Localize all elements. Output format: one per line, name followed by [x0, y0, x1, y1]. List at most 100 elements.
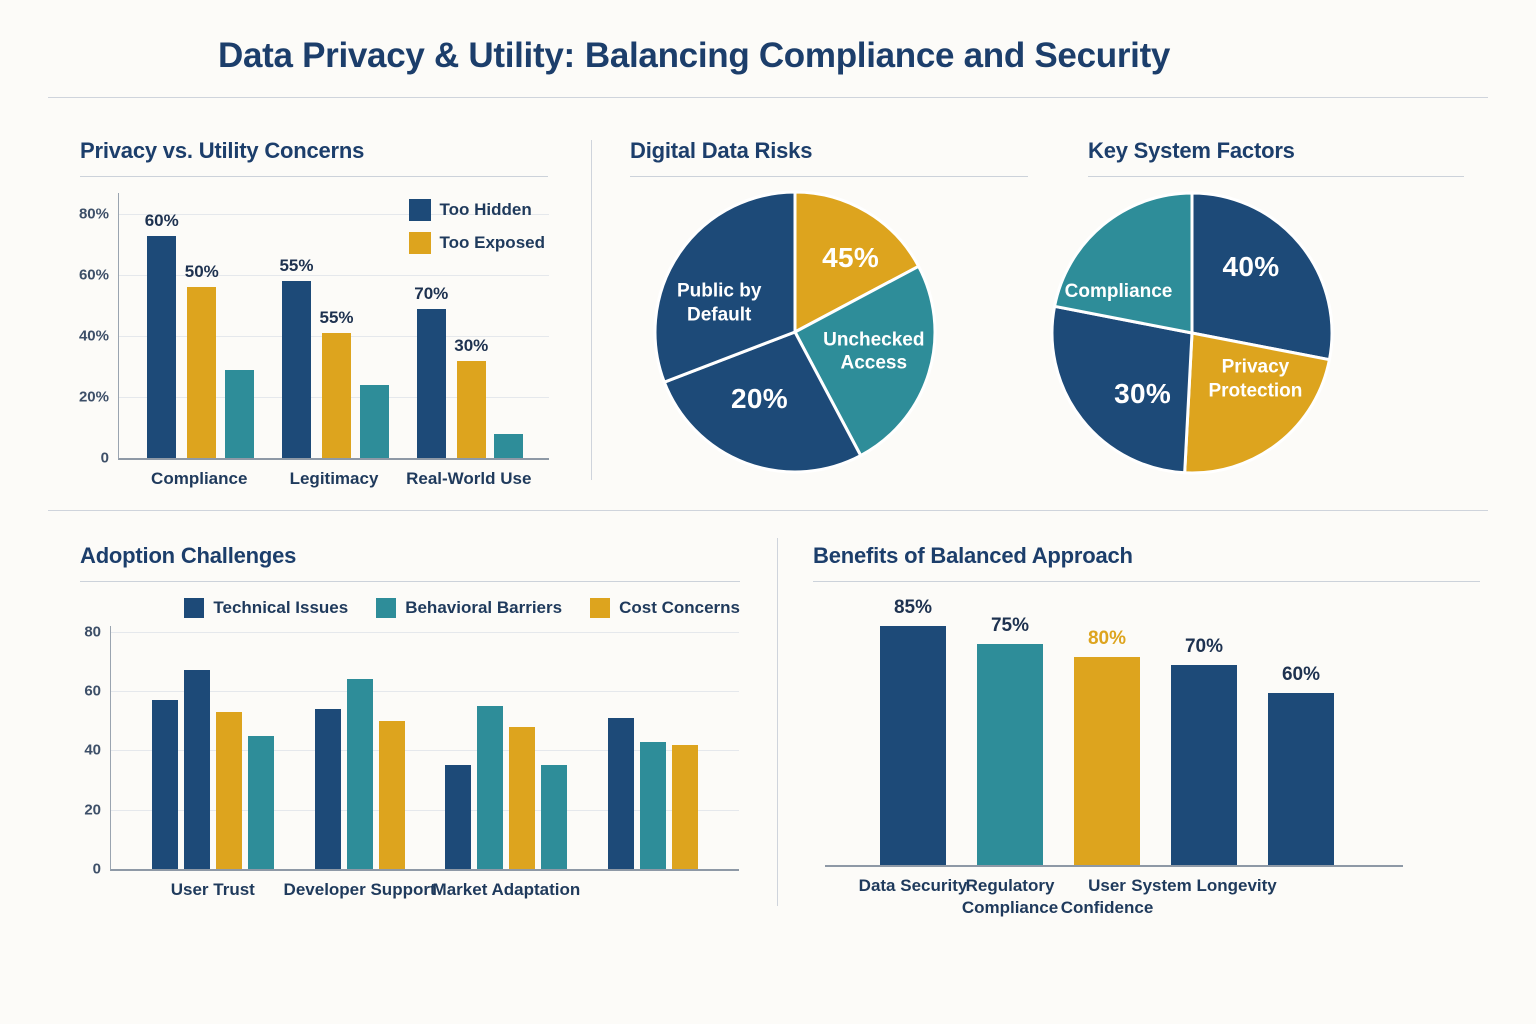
bar-wrap — [215, 626, 242, 869]
bar-group: 70% System Longevity — [1131, 605, 1277, 895]
pie-slice — [1050, 304, 1194, 475]
bar — [378, 720, 405, 869]
gridline — [119, 275, 549, 277]
y-axis: 80% 60% 40% 20% 0 — [78, 193, 118, 467]
bar — [322, 333, 352, 458]
bar-wrap — [509, 626, 536, 869]
middle-divider — [48, 510, 1488, 511]
panel-adoption-challenges: Adoption Challenges Technical Issues Beha… — [80, 543, 740, 899]
category-label-text: User Confidence — [1060, 876, 1154, 918]
category-label: Data Security — [859, 875, 968, 897]
bar-wrap — [541, 626, 568, 869]
bar-wrap — [183, 626, 210, 869]
bar — [456, 360, 486, 458]
pie-slice — [653, 190, 797, 384]
category-label-text: User Trust — [170, 880, 255, 899]
category-label-text: Market Adaptation — [432, 880, 581, 899]
bar-wrap — [151, 626, 178, 869]
bar-group: 80% User Confidence — [1061, 605, 1154, 917]
bar — [880, 625, 946, 865]
bar-wrap: 70% — [1171, 605, 1237, 865]
legend: Technical Issues Behavioral Barriers Cost … — [80, 598, 740, 618]
y-axis-tick: 80 — [84, 623, 101, 641]
category-label-text: Regulatory Compliance — [961, 876, 1059, 918]
gridline — [111, 809, 739, 811]
y-axis — [813, 605, 825, 865]
panel-key-system-factors: Key System Factors 40% Privacy Protection… — [1050, 138, 1464, 475]
bar — [608, 717, 635, 869]
y-axis-tick: 20% — [78, 388, 109, 406]
bar-wrap — [359, 193, 389, 458]
legend: Too Hidden Too Exposed — [408, 199, 545, 254]
bar-wrap: 85% — [880, 597, 946, 865]
legend-item-label: Technical Issues — [213, 598, 349, 617]
category-label: Real-World Use — [406, 468, 531, 490]
category-label: Developer Support — [284, 879, 436, 901]
bar-wrap: 80% — [1074, 605, 1140, 865]
section-title-adoption-challenges: Adoption Challenges — [80, 543, 740, 582]
bar — [1171, 664, 1237, 865]
bar-value-label: 50% — [184, 262, 219, 282]
bar-group: 85% Data Security — [859, 597, 968, 895]
y-axis-tick: 80% — [78, 205, 109, 223]
bar-wrap: 60% — [1268, 605, 1334, 865]
bar — [509, 726, 536, 869]
section-title-key-system-factors: Key System Factors — [1088, 138, 1464, 177]
legend-item-label: Cost Concerns — [619, 598, 740, 617]
y-axis-tick: 0 — [92, 860, 101, 878]
bar-wrap: 55% — [279, 193, 314, 458]
bar-group: Market Adaptation — [433, 626, 580, 899]
bar — [147, 235, 177, 458]
bar-value-label: 70% — [1184, 635, 1224, 657]
bar — [640, 741, 667, 869]
bar — [247, 735, 274, 869]
bar — [187, 287, 217, 458]
pie-slice — [1183, 331, 1331, 475]
chart-body: 85% Data Security 75% Regulatory Compliance… — [813, 597, 1480, 917]
section-title-privacy-utility: Privacy vs. Utility Concerns — [80, 138, 548, 177]
category-label-text: System Longevity — [1131, 876, 1277, 895]
chart-body: 80% 60% 40% 20% 0 Too Hidden Too Exposed 60% 50%… — [78, 193, 549, 488]
gridline — [111, 750, 739, 752]
category-label: Market Adaptation — [433, 879, 581, 901]
legend-swatch — [408, 199, 431, 221]
category-label-text: Compliance — [151, 469, 248, 488]
bar-wrap — [247, 626, 274, 869]
bar-wrap — [477, 626, 504, 869]
top-vertical-divider — [591, 140, 592, 480]
bar-value-label: 75% — [990, 615, 1030, 636]
bar-wrap — [608, 626, 635, 869]
legend-item-label: Too Hidden — [439, 200, 532, 219]
bar-wrap — [445, 626, 472, 869]
bar-group: 60% 50% Compliance — [145, 193, 254, 488]
bottom-vertical-divider — [777, 538, 778, 906]
bar — [672, 744, 699, 869]
bar-group: Developer Support — [284, 626, 436, 899]
section-title-benefits: Benefits of Balanced Approach — [813, 543, 1480, 582]
bar-value-label: 55% — [279, 256, 314, 276]
y-axis-tick: 40 — [84, 741, 101, 759]
category-label: System Longevity — [1131, 875, 1277, 897]
pie-slice — [1053, 191, 1194, 335]
legend-item-label: Behavioral Barriers — [405, 598, 563, 617]
bar-wrap — [346, 626, 373, 869]
category-label: User Confidence — [1061, 875, 1154, 919]
y-axis-tick: 0 — [100, 449, 109, 467]
adoption-challenges-bar-chart: Technical Issues Behavioral Barriers Cost … — [80, 598, 740, 899]
bar-wrap — [640, 626, 667, 869]
legend-item: Too Exposed — [408, 232, 545, 254]
bar-group: 75% Regulatory Compliance — [962, 605, 1058, 917]
bar-wrap — [378, 626, 405, 869]
bar — [1074, 657, 1140, 865]
page-title: Data Privacy & Utility: Balancing Complia… — [218, 36, 1170, 76]
y-axis-tick: 60 — [84, 682, 101, 700]
bar — [494, 433, 524, 458]
legend-swatch — [184, 598, 205, 618]
bar-group: 60% — [1268, 605, 1334, 865]
bar-wrap — [672, 626, 699, 869]
page-title-emphasis: Data Privacy & Utility: — [218, 36, 575, 75]
bar-value-label: 60% — [1281, 664, 1321, 686]
legend-item: Behavioral Barriers — [376, 598, 562, 618]
plot-area: 85% Data Security 75% Regulatory Compliance… — [825, 597, 1403, 917]
